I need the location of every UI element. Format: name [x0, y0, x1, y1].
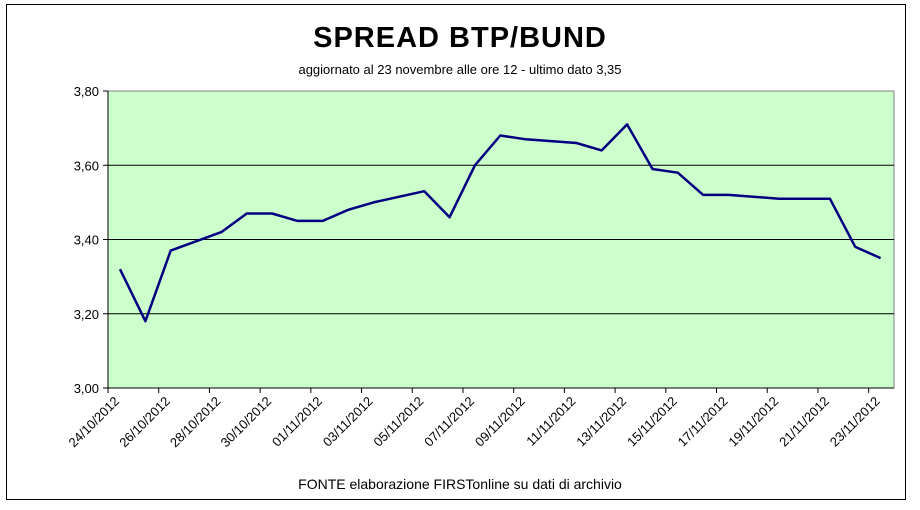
chart-title: SPREAD BTP/BUND: [313, 22, 607, 54]
x-tick-label: 01/11/2012: [269, 394, 325, 450]
grid-lines: [108, 164, 894, 315]
x-tick-label: 03/11/2012: [320, 394, 376, 450]
y-tick-label: 3,20: [74, 307, 99, 322]
y-tick-label: 3,60: [74, 158, 99, 173]
chart-subtitle: aggiornato al 23 novembre alle ore 12 - …: [298, 62, 622, 77]
y-tick-label: 3,80: [74, 84, 99, 99]
x-tick-label: 11/11/2012: [523, 394, 578, 449]
y-tick-label: 3,00: [74, 381, 99, 396]
y-axis-ticks: 3,00 3,20 3,40 3,60 3,80: [74, 84, 108, 396]
x-tick-label: 26/10/2012: [116, 394, 173, 451]
x-tick-label: 17/11/2012: [675, 394, 731, 450]
series-line-spread: [118, 123, 882, 323]
x-tick-label: 21/11/2012: [776, 394, 832, 450]
x-tick-label: 07/11/2012: [421, 394, 477, 450]
x-tick-label: 15/11/2012: [624, 394, 680, 450]
x-tick-label: 05/11/2012: [370, 394, 426, 450]
x-tick-label: 19/11/2012: [725, 394, 781, 450]
x-tick-label: 13/11/2012: [573, 394, 629, 450]
x-tick-label: 28/10/2012: [167, 394, 224, 451]
x-axis-ticks: 24/10/201226/10/201228/10/201230/10/2012…: [65, 388, 883, 451]
y-tick-label: 3,40: [74, 233, 99, 248]
x-tick-label: 23/11/2012: [827, 394, 883, 450]
x-tick-label: 30/10/2012: [218, 394, 275, 451]
x-tick-label: 24/10/2012: [65, 394, 122, 451]
x-tick-label: 09/11/2012: [472, 394, 528, 450]
chart-source-note: FONTE elaborazione FIRSTonline su dati d…: [298, 476, 622, 492]
